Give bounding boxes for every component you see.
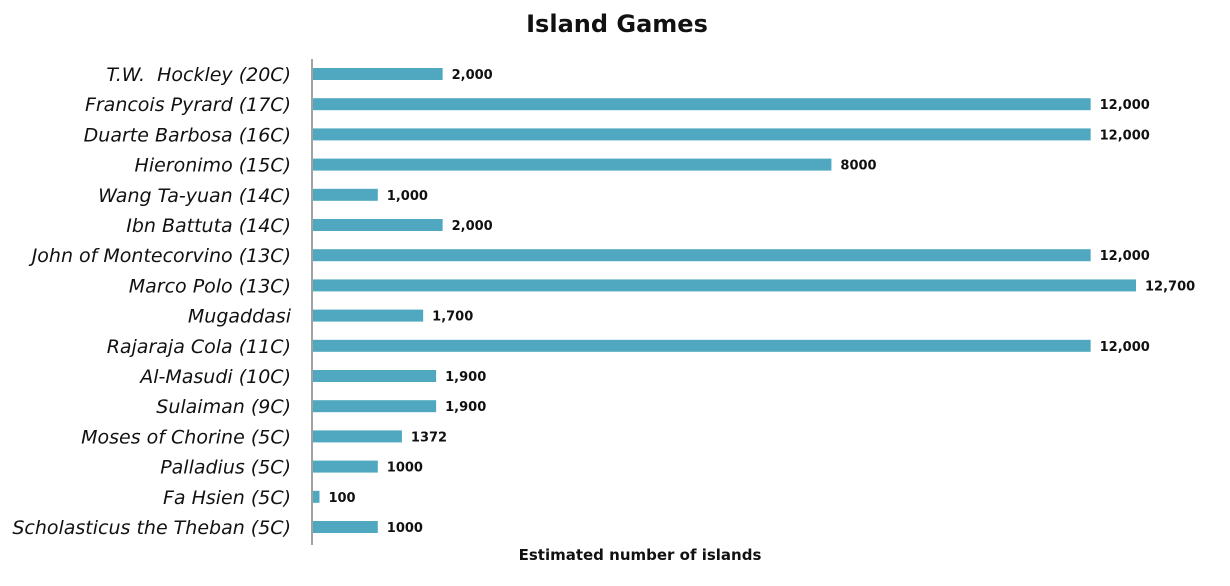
data-label: 2,000 — [452, 219, 493, 234]
category-label: Mugaddasi — [188, 306, 292, 328]
category-label: Hieronimo (15C) — [135, 155, 291, 177]
bar — [313, 430, 402, 443]
bar — [313, 279, 1136, 292]
data-label: 1,900 — [445, 370, 486, 385]
data-label: 1,900 — [445, 400, 486, 415]
category-label: Duarte Barbosa (16C) — [84, 124, 291, 146]
category-label: Palladius (5C) — [160, 457, 291, 479]
category-label: Rajaraja Cola (11C) — [107, 336, 291, 358]
bar — [313, 339, 1091, 352]
bar — [313, 188, 378, 201]
data-label: 12,700 — [1145, 279, 1195, 294]
bar — [313, 370, 437, 382]
bar — [313, 219, 443, 231]
category-label: Ibn Battuta (14C) — [126, 215, 291, 237]
bar — [313, 460, 378, 473]
category-label: Al-Masudi (10C) — [138, 366, 291, 388]
data-label: 1372 — [411, 430, 447, 445]
bar — [313, 98, 1091, 111]
plot-area: T.W. Hockley (20C) 2,000 Francois Pyrard (… — [12, 64, 1195, 539]
category-label: Scholasticus the Theban (5C) — [12, 517, 291, 539]
data-label: 1,000 — [387, 189, 428, 204]
category-label: T.W. Hockley (20C) — [106, 64, 291, 86]
bar — [313, 68, 443, 80]
category-label: Marco Polo (13C) — [129, 275, 291, 297]
bar — [313, 128, 1091, 141]
data-label: 12,000 — [1100, 249, 1150, 264]
data-label: 2,000 — [452, 68, 493, 83]
data-label: 8000 — [840, 159, 876, 174]
x-axis-label: Estimated number of islands — [519, 546, 762, 564]
bar — [313, 249, 1091, 262]
data-label: 12,000 — [1100, 98, 1150, 113]
category-label: Fa Hsien (5C) — [163, 487, 291, 509]
data-label: 100 — [328, 491, 355, 506]
category-label: Francois Pyrard (17C) — [85, 94, 291, 116]
category-label: Wang Ta-yuan (14C) — [98, 185, 291, 207]
bar — [313, 309, 424, 322]
data-label: 1000 — [387, 461, 423, 476]
data-label: 1000 — [387, 521, 423, 536]
data-label: 12,000 — [1100, 340, 1150, 355]
category-label: Moses of Chorine (5C) — [81, 426, 291, 448]
category-label: Sulaiman (9C) — [156, 396, 291, 418]
bar — [313, 490, 320, 503]
chart-title: Island Games — [526, 10, 708, 38]
category-label: John of Montecorvino (13C) — [28, 245, 291, 267]
data-label: 1,700 — [432, 310, 473, 325]
bar — [313, 521, 378, 533]
data-label: 12,000 — [1100, 128, 1150, 143]
bar — [313, 158, 832, 171]
bar — [313, 400, 437, 413]
